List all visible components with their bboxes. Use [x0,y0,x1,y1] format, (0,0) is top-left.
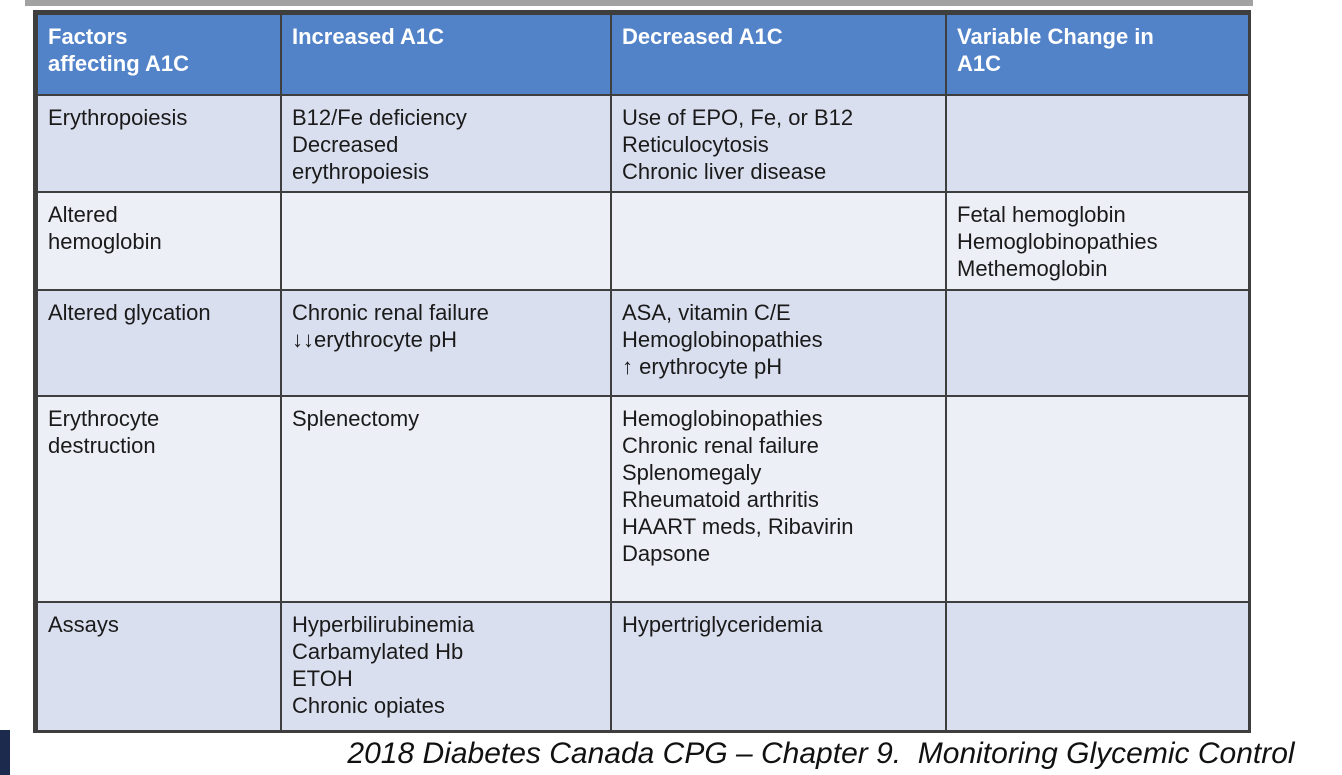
table-cell-increased: Splenectomy [280,395,612,603]
table-cell-variable [945,395,1248,603]
table-cell-decreased: ASA, vitamin C/E Hemoglobinopathies ↑ er… [610,289,947,397]
column-header-factors: Factors affecting A1C [36,13,282,96]
table-cell-factor: Erythropoiesis [36,94,282,193]
table-cell-factor: Erythrocyte destruction [36,395,282,603]
table-cell-decreased: Hemoglobinopathies Chronic renal failure… [610,395,947,603]
column-header-variable: Variable Change in A1C [945,13,1248,96]
table-cell-variable [945,289,1248,397]
table-row-altered-hemoglobin: Altered hemoglobin Fetal hemoglobin Hemo… [36,191,1248,291]
table-row-assays: Assays Hyperbilirubinemia Carbamylated H… [36,601,1248,730]
table-row-altered-glycation: Altered glycation Chronic renal failure … [36,289,1248,397]
table-cell-increased: B12/Fe deficiency Decreased erythropoies… [280,94,612,193]
window-edge-strip [25,0,1253,6]
table-row-erythropoiesis: Erythropoiesis B12/Fe deficiency Decreas… [36,94,1248,193]
column-header-increased: Increased A1C [280,13,612,96]
table-cell-factor: Altered hemoglobin [36,191,282,291]
a1c-factors-table-container: Factors affecting A1C Increased A1C Decr… [33,10,1251,733]
table-cell-increased [280,191,612,291]
header-row: Factors affecting A1C Increased A1C Decr… [36,13,1248,96]
table-cell-variable: Fetal hemoglobin Hemoglobinopathies Meth… [945,191,1248,291]
table-cell-factor: Assays [36,601,282,730]
a1c-factors-table: Factors affecting A1C Increased A1C Decr… [36,13,1248,730]
slide-accent-bar [0,730,10,775]
table-cell-decreased: Use of EPO, Fe, or B12 Reticulocytosis C… [610,94,947,193]
citation-text: 2018 Diabetes Canada CPG – Chapter 9. Mo… [347,737,1295,770]
table-cell-decreased [610,191,947,291]
table-row-erythrocyte-destruction: Erythrocyte destruction Splenectomy Hemo… [36,395,1248,603]
column-header-decreased: Decreased A1C [610,13,947,96]
table-cell-factor: Altered glycation [36,289,282,397]
table-cell-variable [945,601,1248,730]
table-cell-decreased: Hypertriglyceridemia [610,601,947,730]
table-cell-increased: Chronic renal failure ↓↓erythrocyte pH [280,289,612,397]
table-cell-variable [945,94,1248,193]
citation-footer: 2018 Diabetes Canada CPG – Chapter 9. Mo… [300,733,1342,775]
table-cell-increased: Hyperbilirubinemia Carbamylated Hb ETOH … [280,601,612,730]
